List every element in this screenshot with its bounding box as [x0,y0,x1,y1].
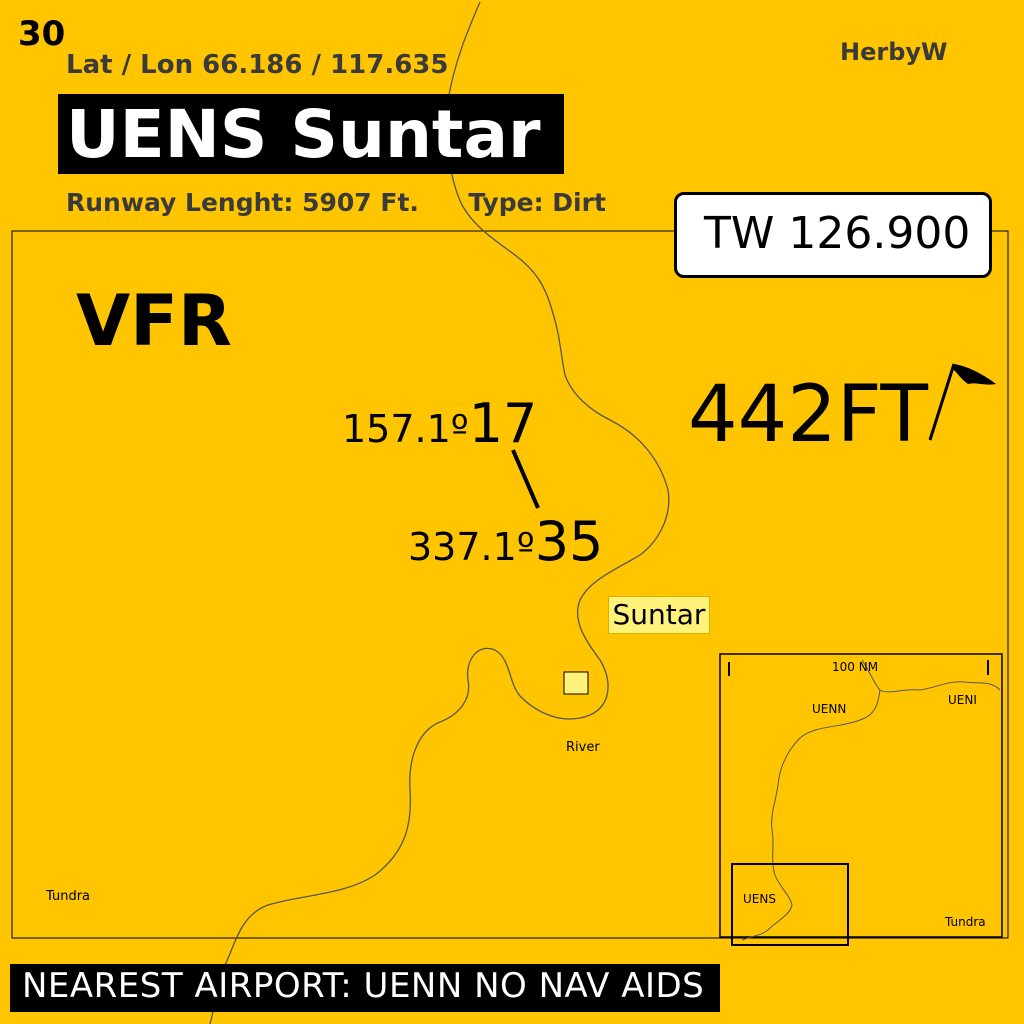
runway-35-number: 35 [534,510,604,573]
inset-airport-uens: UENS [743,892,776,906]
runway-35-label: 337.1º35 [408,510,603,573]
footer-box [10,964,720,1012]
runway-line [511,449,540,509]
runway-17-heading: 157.1º [342,407,469,451]
inset-river-line [741,659,1001,941]
type-value: Dirt [552,188,606,217]
inset-frame [719,653,1003,938]
river-label: River [566,740,600,755]
tower-frequency: TW 126.900 [704,208,971,259]
inset-tundra-label: Tundra [945,915,986,929]
footer-text: NEAREST AIRPORT: UENN NO NAV AIDS [22,966,705,1006]
runway-17-label: 157.1º17 [342,392,537,455]
airport-title: UENS Suntar [66,96,541,173]
type-label: Type: [468,188,544,217]
map-frame [11,230,1009,939]
river-line [209,1,670,1024]
town-label: Suntar [608,596,710,634]
page-number: 30 [18,14,66,54]
runway-35-heading: 337.1º [408,525,535,569]
inset-highlight-box [731,863,849,946]
inset-airport-uenn: UENN [812,702,847,716]
flight-rules: VFR [76,280,232,362]
runway-length-label: Runway Lenght: [66,188,294,217]
tundra-label: Tundra [46,889,91,904]
runway-17-number: 17 [468,392,538,455]
runway-info: Runway Lenght: 5907 Ft. Type: Dirt [66,188,606,217]
elevation: 442FT [688,370,929,460]
lat-lon: Lat / Lon 66.186 / 117.635 [66,50,449,80]
town-marker [563,671,589,695]
author: HerbyW [840,38,948,66]
tower-frequency-box [674,192,992,278]
inset-airport-ueni: UENI [948,693,977,707]
runway-length-value: 5907 Ft. [302,188,419,217]
inset-scale-label: 100 NM [832,660,879,674]
title-box [58,94,564,174]
windsock-icon [928,363,996,441]
